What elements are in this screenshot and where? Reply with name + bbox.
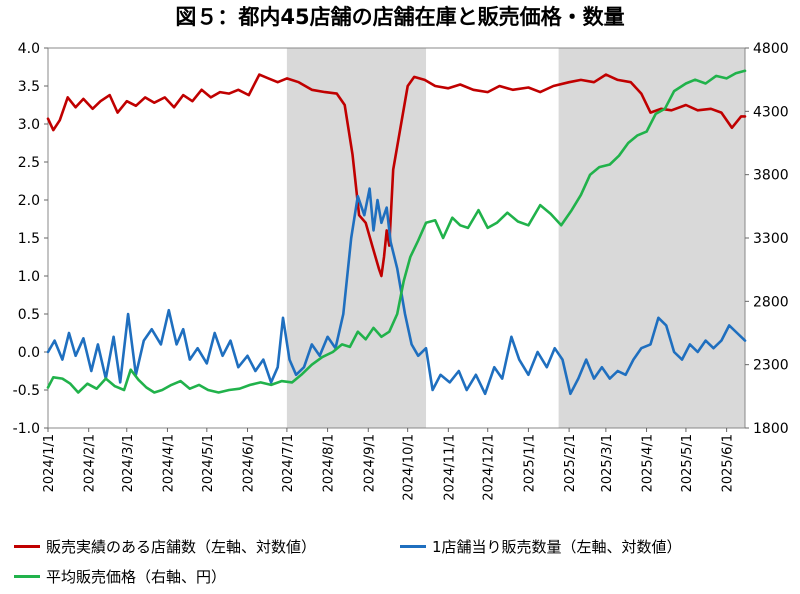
x-tick-label: 2024/7/1 — [281, 434, 296, 492]
x-tick-label: 2024/11/1 — [442, 434, 457, 501]
x-tick-label: 2025/6/1 — [721, 434, 736, 492]
x-tick-label: 2024/1/1 — [42, 434, 57, 492]
x-tick-label: 2024/10/1 — [402, 434, 417, 501]
right-tick-label: 3300 — [753, 231, 789, 247]
chart-title: 図５：都内45店舗の店舗在庫と販売価格・数量 — [175, 5, 624, 29]
legend-label: 販売実績のある店舗数（左軸、対数値） — [46, 538, 317, 556]
left-tick-label: 3.0 — [18, 117, 40, 133]
right-axis: 1800 2300 2800 3300 3800 4300 4800 — [745, 41, 789, 437]
x-tick-label: 2024/3/1 — [121, 434, 136, 492]
legend-item-store-count: 販売実績のある店舗数（左軸、対数値） — [14, 536, 316, 557]
x-tick-label: 2024/9/1 — [362, 434, 377, 492]
x-tick-label: 2025/5/1 — [680, 434, 695, 492]
left-tick-label: 2.5 — [18, 155, 40, 171]
right-tick-label: 2800 — [753, 294, 789, 310]
left-tick-label: 0.0 — [18, 345, 40, 361]
x-axis: 2024/1/1 2024/2/1 2024/3/1 2024/4/1 2024/5/1… — [42, 428, 736, 501]
series-line-0 — [46, 73, 747, 278]
left-tick-label: 2.0 — [18, 193, 40, 209]
legend-swatch-blue — [400, 545, 426, 548]
right-tick-label: 4800 — [753, 41, 789, 57]
x-tick-label: 2024/8/1 — [322, 434, 337, 492]
legend-swatch-green — [14, 575, 40, 578]
left-tick-label: 1.5 — [18, 231, 40, 247]
x-tick-label: 2024/12/1 — [482, 434, 497, 501]
x-tick-label: 2025/3/1 — [600, 434, 615, 492]
shaded-period — [558, 48, 745, 428]
left-tick-label: 1.0 — [18, 269, 40, 285]
left-tick-label: 4.0 — [18, 41, 40, 57]
left-tick-label: 0.5 — [18, 307, 40, 323]
legend-label: 平均販売価格（右軸、円） — [46, 568, 227, 586]
x-tick-label: 2024/4/1 — [161, 434, 176, 492]
right-tick-label: 2300 — [753, 358, 789, 374]
x-tick-label: 2025/1/1 — [522, 434, 537, 492]
x-tick-label: 2024/5/1 — [201, 434, 216, 492]
left-tick-label: 3.5 — [18, 79, 40, 95]
right-tick-label: 1800 — [753, 421, 789, 437]
legend-item-qty-per-store: 1店舗当り販売数量（左軸、対数値） — [400, 536, 682, 557]
legend-label: 1店舗当り販売数量（左軸、対数値） — [432, 538, 682, 556]
x-tick-label: 2025/2/1 — [563, 434, 578, 492]
right-tick-label: 4300 — [753, 104, 789, 120]
right-tick-label: 3800 — [753, 168, 789, 184]
series-line-1 — [46, 187, 747, 396]
left-axis: -1.0 -0.5 0.0 0.5 1.0 1.5 2.0 2.5 3.0 3.5 4.0 — [13, 41, 48, 437]
x-tick-label: 2025/4/1 — [641, 434, 656, 492]
x-tick-label: 2024/6/1 — [242, 434, 257, 492]
x-tick-label: 2024/2/1 — [83, 434, 98, 492]
series-line-2 — [46, 69, 747, 394]
shaded-periods — [286, 48, 745, 428]
series-layer — [46, 69, 747, 396]
legend-item-avg-price: 平均販売価格（右軸、円） — [14, 566, 226, 587]
legend-swatch-red — [14, 545, 40, 548]
left-tick-label: -0.5 — [13, 383, 40, 399]
left-tick-label: -1.0 — [13, 421, 40, 437]
